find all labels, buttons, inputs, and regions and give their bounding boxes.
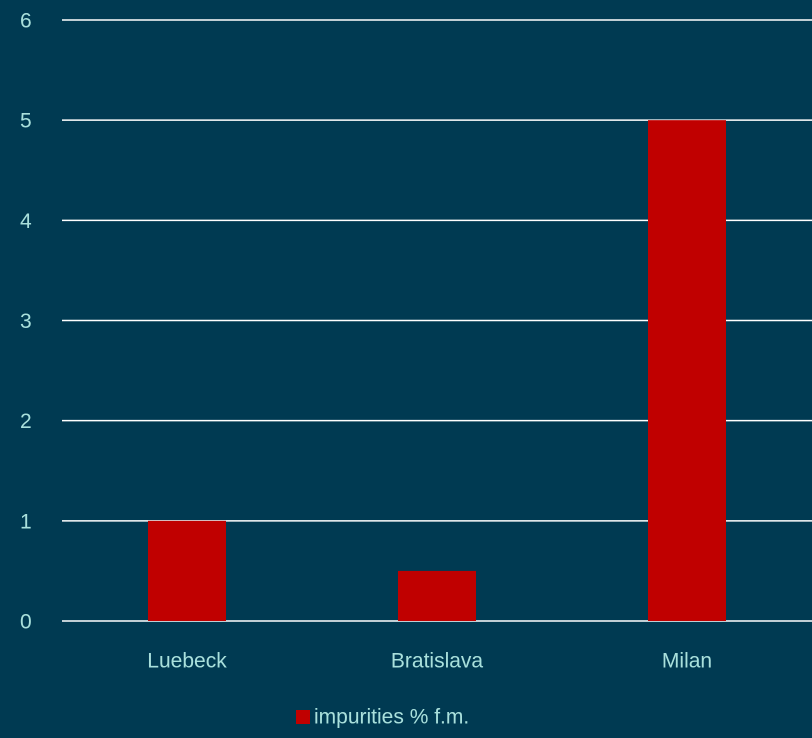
y-tick-label: 4 xyxy=(20,210,32,233)
x-tick-label: Bratislava xyxy=(391,650,484,673)
y-tick-label: 1 xyxy=(20,510,32,533)
y-tick-label: 6 xyxy=(20,10,32,33)
x-tick-label: Milan xyxy=(662,650,712,673)
bar xyxy=(398,570,476,621)
x-tick-label: Luebeck xyxy=(147,650,227,673)
y-tick-label: 3 xyxy=(20,310,32,333)
y-tick-label: 5 xyxy=(20,110,32,133)
y-tick-label: 0 xyxy=(20,611,32,634)
bar xyxy=(148,520,226,621)
legend-swatch xyxy=(296,710,310,724)
bar xyxy=(648,120,726,622)
y-tick-label: 2 xyxy=(20,410,32,433)
legend-label: impurities % f.m. xyxy=(314,706,469,729)
